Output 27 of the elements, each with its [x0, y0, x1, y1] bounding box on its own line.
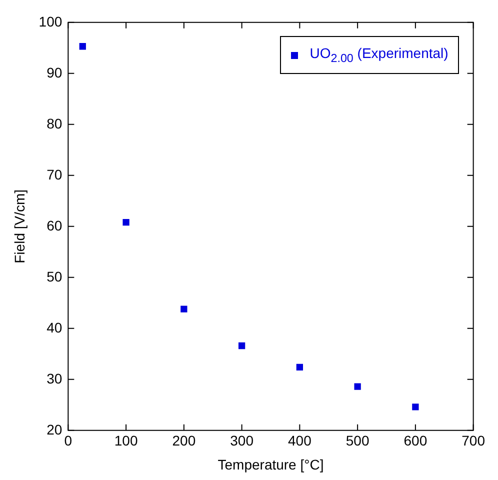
- y-tick-label: 40: [46, 319, 62, 336]
- x-tick-label: 200: [172, 432, 196, 449]
- point: [180, 306, 188, 312]
- y-tick-label: 30: [46, 370, 62, 386]
- x-axis-title: Temperature [°C]: [218, 456, 324, 472]
- point: [296, 364, 304, 370]
- y-tick-label: 80: [46, 115, 62, 132]
- point: [238, 342, 246, 350]
- y-tick-label: 20: [46, 421, 62, 438]
- y-tick-label: 60: [46, 217, 62, 234]
- y-tick-label: 70: [46, 166, 62, 182]
- x-tick-label: 700: [462, 432, 486, 449]
- point: [412, 404, 419, 410]
- y-tick-label: 50: [46, 268, 62, 284]
- x-tick-label: 300: [230, 432, 254, 449]
- x-tick-label: 100: [114, 432, 138, 449]
- point: [122, 218, 130, 226]
- y-tick-label: 100: [38, 13, 62, 30]
- y-axis-title: Field [V/cm]: [11, 189, 28, 264]
- x-tick-label: 400: [288, 432, 312, 449]
- point: [79, 43, 86, 50]
- x-tick-label: 600: [404, 432, 428, 449]
- legend-label: UO$_{2.00}$ (Experimental): [310, 45, 448, 66]
- x-tick-label: 500: [346, 432, 370, 449]
- point: [354, 383, 361, 390]
- x-tick-label: 0: [64, 432, 72, 449]
- y-tick-label: 90: [46, 64, 62, 80]
